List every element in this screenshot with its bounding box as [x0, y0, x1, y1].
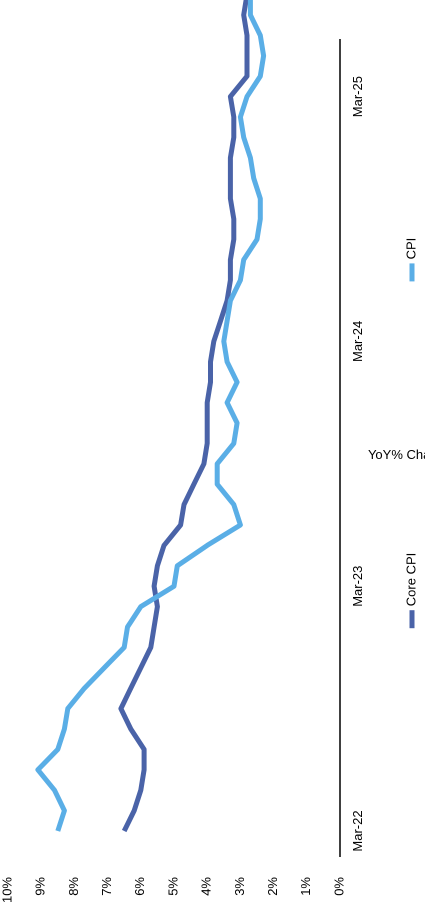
- y-tick-label: 1%: [298, 877, 313, 896]
- y-tick-label: 9%: [33, 877, 48, 896]
- series-line-1: [35, 0, 267, 832]
- x-tick-label: Mar-24: [350, 321, 365, 362]
- y-tick-label: 3%: [232, 877, 247, 896]
- legend-label-1: CPI: [403, 238, 418, 260]
- y-tick-label: 5%: [165, 877, 180, 896]
- y-tick-label: 6%: [132, 877, 147, 896]
- y-tick-label: 10%: [0, 877, 14, 903]
- x-tick-label: Mar-22: [350, 810, 365, 851]
- y-axis-ticks: 0% 1% 2% 3% 4% 5% 6% 7% 8% 9% 10%: [0, 877, 346, 903]
- legend: Core CPI CPI: [403, 238, 418, 629]
- series-line-0: [118, 0, 250, 833]
- series-layer: [35, 0, 267, 833]
- y-tick-label: 4%: [199, 877, 214, 896]
- legend-label-0: Core CPI: [403, 553, 418, 606]
- y-tick-label: 2%: [265, 877, 280, 896]
- x-tick-label: Mar-25: [350, 76, 365, 117]
- x-axis-ticks: Mar-22 Mar-23 Mar-24 Mar-25: [350, 76, 365, 852]
- y-tick-label: 0%: [331, 877, 346, 896]
- y-axis-title: YoY% Change: [368, 447, 425, 462]
- y-tick-label: 7%: [99, 877, 114, 896]
- y-tick-label: 8%: [66, 877, 81, 896]
- x-tick-label: Mar-23: [350, 566, 365, 607]
